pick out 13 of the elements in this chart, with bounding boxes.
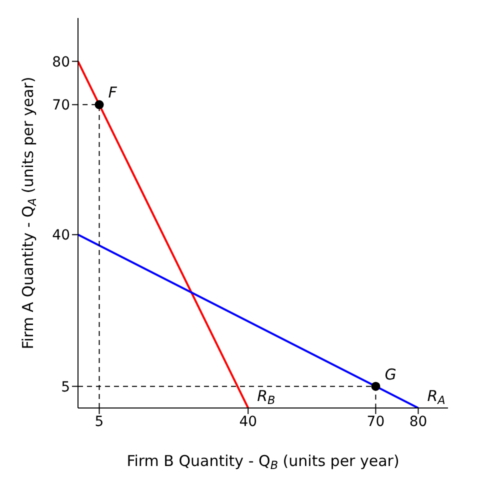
x-tick-label: 70 — [366, 414, 385, 430]
annotation: R$_{B}$ — [257, 387, 276, 408]
x-tick-label: 40 — [239, 414, 258, 430]
y-tick-label: 80 — [52, 54, 70, 70]
annotation: R$_{A}$ — [427, 387, 446, 408]
x-tick-label: 80 — [409, 414, 428, 430]
y-tick-label: 40 — [52, 228, 70, 244]
annotation: G — [384, 365, 396, 384]
annotation: F — [108, 84, 118, 102]
y-tick-label: 70 — [52, 98, 70, 114]
x-tick-label: 5 — [94, 414, 104, 430]
x-axis-title: Firm B Quantity - Q$_{B}$ (units per year) — [126, 452, 400, 472]
y-tick-label: 5 — [61, 379, 70, 396]
